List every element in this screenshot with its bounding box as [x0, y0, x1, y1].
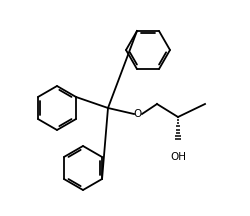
Text: OH: OH [170, 152, 186, 162]
Text: O: O [134, 109, 142, 119]
